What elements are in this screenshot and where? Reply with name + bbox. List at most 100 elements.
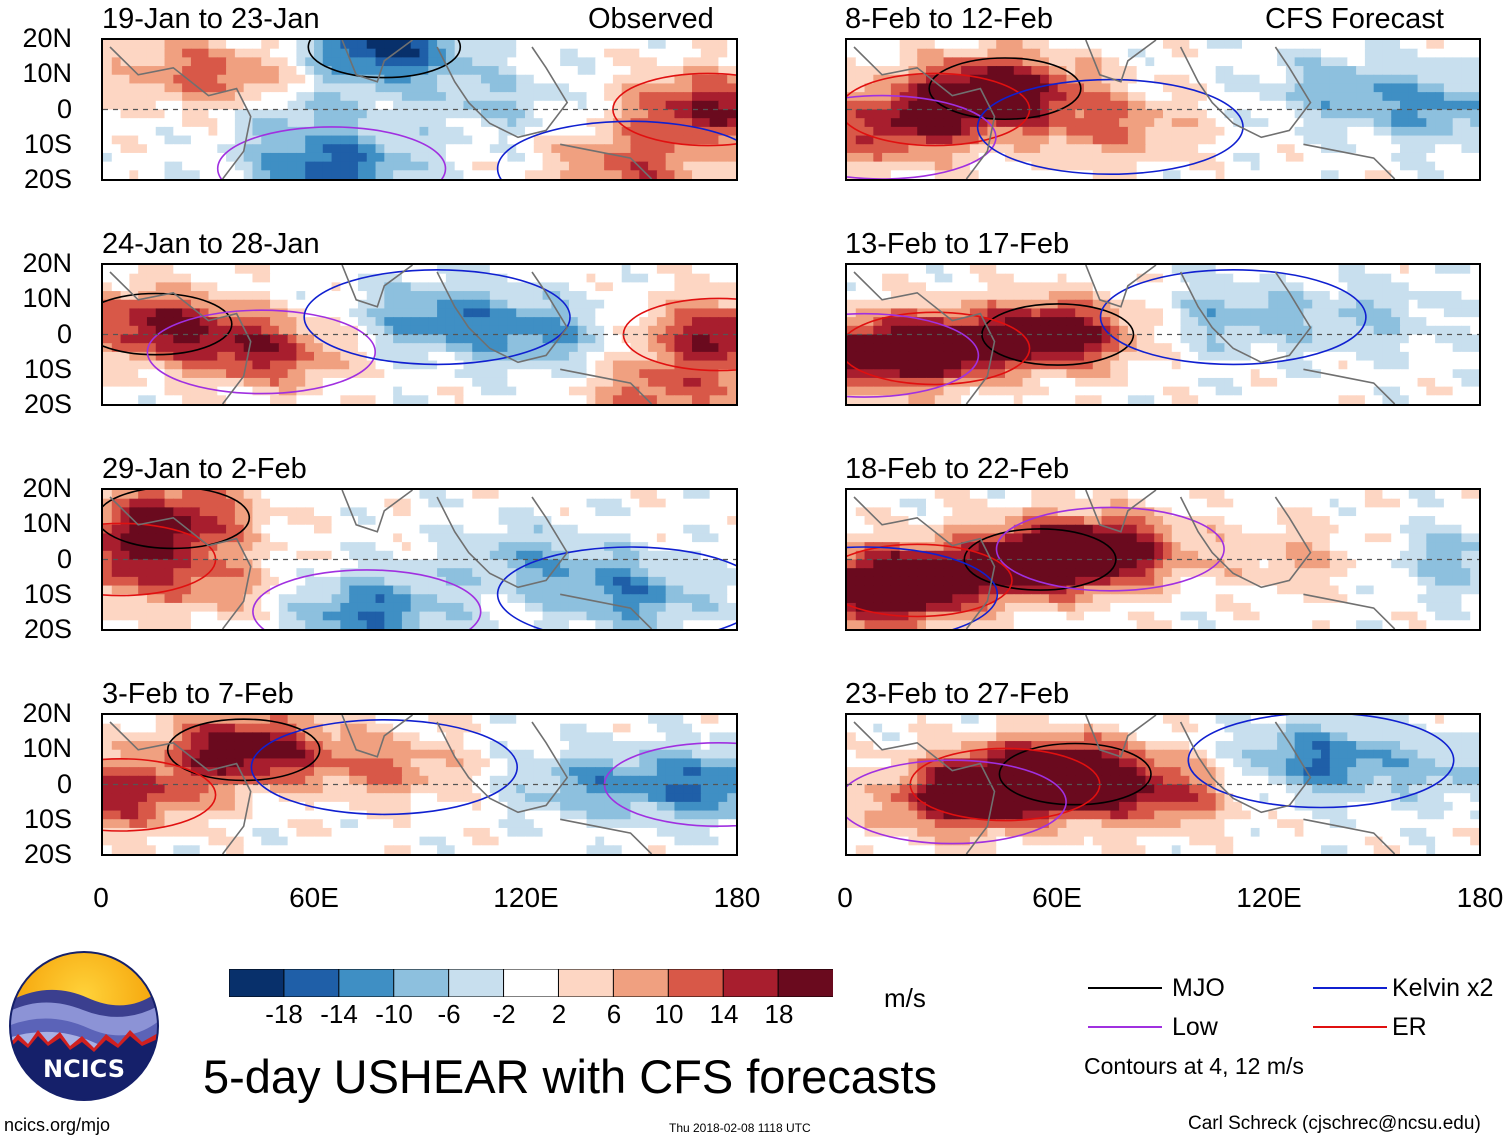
heatmap-cell [1075,308,1085,318]
heatmap-cell [1259,299,1269,310]
heatmap-cell [1303,282,1313,292]
heatmap-cell [665,57,676,67]
heatmap-cell [1417,377,1427,388]
heatmap-cell [1075,360,1085,370]
heatmap-cell [138,48,148,58]
heatmap-cell [1198,100,1208,111]
heatmap-cell [542,282,552,292]
heatmap-cell [111,395,122,404]
heatmap-cell [1180,299,1190,310]
heatmap-cell [1382,170,1392,179]
heatmap-cell [604,74,614,85]
heatmap-cell [917,100,927,111]
heatmap-cell [1435,161,1445,171]
heatmap-cell [270,308,280,318]
heatmap-cell [943,92,953,102]
heatmap-cell [595,265,605,275]
heatmap-cell [952,135,962,145]
heatmap-cell [410,118,421,128]
heatmap-cell [568,334,579,344]
heatmap-cell [393,170,403,179]
heatmap-cell [709,308,720,318]
heatmap-cell [1329,317,1340,327]
heatmap-cell [103,152,113,163]
heatmap-cell [1391,170,1401,179]
heatmap-cell [252,126,262,137]
heatmap-cell [542,360,552,370]
heatmap-cell [357,152,368,163]
heatmap-cell [1356,308,1366,318]
heatmap-cell [1075,273,1085,283]
heatmap-cell [296,360,306,370]
heatmap-cell [873,57,883,67]
heatmap-cell [700,92,711,102]
heatmap-cell [1110,308,1120,318]
heatmap-cell [252,40,262,50]
heatmap-cell [384,170,394,179]
heatmap-cell [847,273,857,283]
heatmap-cell [1013,273,1024,283]
heatmap-cell [384,48,394,58]
heatmap-cell [568,377,579,388]
heatmap-cell [1119,144,1129,154]
heatmap-cell [1382,377,1392,388]
heatmap-cell [1382,57,1392,67]
heatmap-cell [1171,92,1182,102]
heatmap-cell [1338,291,1348,301]
heatmap-cell [322,351,333,362]
heatmap-cell [1031,126,1041,137]
heatmap-cell [340,524,350,535]
heatmap-cell [1005,161,1015,171]
heatmap-cell [1408,395,1419,404]
heatmap-cell [560,282,570,292]
heatmap-cell [454,317,465,327]
heatmap-cell [217,118,227,128]
heatmap-cell [1084,152,1094,163]
heatmap-cell [551,161,561,171]
heatmap-cell [674,92,684,102]
heatmap-cell [1364,170,1375,179]
heatmap-cell [1215,282,1226,292]
heatmap-cell [639,334,649,344]
heatmap-cell [1040,92,1050,102]
heatmap-cell [1171,282,1182,292]
heatmap-cell [1136,144,1147,154]
heatmap-cell [1057,377,1068,388]
heatmap-cell [1233,360,1243,370]
heatmap-cell [683,317,693,327]
heatmap-cell [533,386,544,396]
heatmap-cell [525,317,535,327]
heatmap-cell [287,118,298,128]
heatmap-cell [1329,100,1340,111]
heatmap-cell [533,265,544,275]
heatmap-cell [1189,126,1199,137]
heatmap-cell [943,152,953,163]
heatmap-cell [890,299,901,310]
heatmap-cell [1294,334,1305,344]
heatmap-cell [934,334,945,344]
heatmap-cell [718,308,728,318]
heatmap-cell [155,334,166,344]
heatmap-cell [639,377,649,388]
heatmap-cell [1163,299,1173,310]
heatmap-cell [331,308,341,318]
heatmap-cell [1048,170,1059,179]
heatmap-cell [1145,291,1155,301]
heatmap-cell [586,273,596,283]
heatmap-cell [577,490,588,500]
heatmap-cell [727,282,736,292]
heatmap-cell [847,109,857,119]
heatmap-cell [692,516,702,526]
heatmap-cell [1268,334,1278,344]
heatmap-cell [322,100,333,111]
heatmap-cell [1145,83,1155,93]
heatmap-cell [146,135,157,145]
heatmap-cell [674,265,684,275]
heatmap-cell [1268,395,1278,404]
heatmap-cell [1382,74,1392,85]
heatmap-cell [428,109,438,119]
heatmap-cell [305,377,315,388]
heatmap-cell [226,40,236,50]
heatmap-cell [1048,109,1059,119]
heatmap-cell [1382,118,1392,128]
